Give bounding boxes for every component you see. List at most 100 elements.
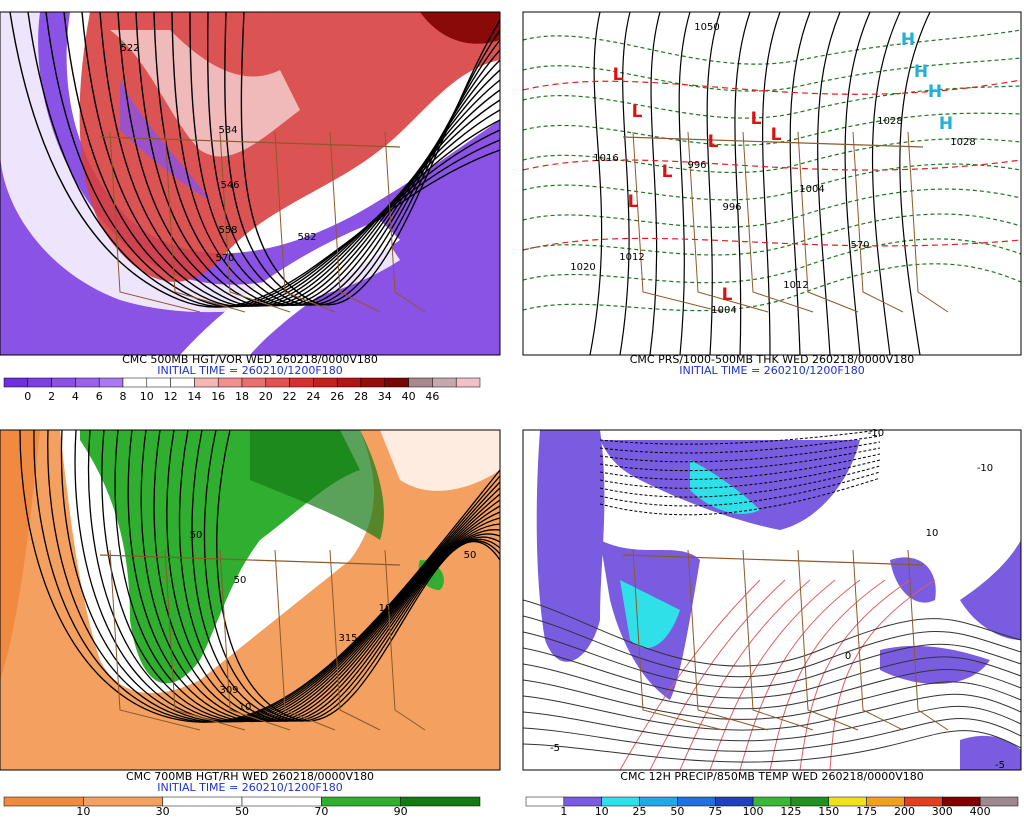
colorbar-swatch [525, 796, 565, 807]
map-title: CMC 12H PRECIP/850MB TEMP WED 260218/000… [620, 770, 923, 783]
contour [599, 453, 881, 480]
colorbar-swatch [217, 377, 243, 388]
border-line [852, 549, 904, 731]
contour [523, 237, 1021, 251]
colorbar-label: 26 [330, 390, 344, 403]
colorbar-label: 8 [120, 390, 127, 403]
contour [523, 705, 1021, 742]
low-marker: L [722, 285, 733, 305]
contour [817, 12, 841, 355]
map-frame [0, 429, 501, 771]
contour [171, 12, 500, 307]
border-line [329, 131, 381, 313]
contour [523, 79, 1021, 95]
contour [74, 430, 500, 723]
border-line [797, 549, 859, 731]
border-line [219, 131, 291, 313]
border-line [687, 131, 769, 313]
colorbar-label: 10 [76, 805, 90, 818]
colorbar-swatch [408, 377, 433, 388]
colorbar-swatch [336, 377, 362, 388]
contour-label: 570 [850, 240, 869, 251]
colorbar-swatch [289, 377, 314, 388]
low-marker: L [613, 65, 624, 85]
colorbar-label: 28 [354, 390, 368, 403]
contour-label: 10 [379, 603, 392, 614]
colorbar-label: 24 [306, 390, 320, 403]
border-line [384, 131, 426, 313]
contour [19, 430, 500, 723]
contour-label: 1020 [570, 262, 595, 273]
colorbar-label: 18 [235, 390, 249, 403]
contour [523, 718, 1021, 752]
colorbar-label: 25 [633, 805, 647, 818]
colorbar-swatch [455, 377, 481, 388]
colorbar-label: 20 [259, 390, 273, 403]
border-line [687, 549, 769, 731]
contour-label: 534 [218, 125, 237, 136]
contour-label: 50 [190, 530, 203, 541]
border-line [742, 549, 814, 731]
contour [599, 447, 881, 472]
border-line [907, 549, 949, 731]
contour [47, 430, 500, 723]
colorbar-label: 200 [894, 805, 915, 818]
map-frame [522, 429, 1022, 771]
contour-label: 1050 [694, 22, 719, 33]
contour [166, 430, 500, 722]
high-marker: H [914, 62, 928, 82]
border-line [329, 549, 381, 731]
contour-label: -5 [550, 743, 560, 754]
contour [523, 647, 1021, 699]
contour [678, 12, 691, 355]
colorbar-label: 14 [187, 390, 201, 403]
contour [240, 12, 500, 306]
contour-label: 1004 [799, 184, 824, 195]
contour [762, 12, 781, 355]
colorbar-swatch [194, 377, 219, 388]
map-500mb [0, 12, 500, 355]
contour [523, 679, 1021, 720]
border-line [622, 554, 924, 566]
contour [739, 579, 861, 770]
contour-label: 1012 [783, 280, 808, 291]
colorbar-label: 30 [156, 805, 170, 818]
map-title: CMC 700MB HGT/RH WED 260218/0000V180 [126, 770, 374, 783]
contour-label: 996 [722, 202, 741, 213]
contour-label: 0 [845, 651, 851, 662]
colorbar-swatch [122, 377, 148, 388]
contour [619, 579, 761, 770]
colorbar-label: 6 [96, 390, 103, 403]
colorbar-label: 46 [425, 390, 439, 403]
border-line [742, 131, 814, 313]
contour [178, 430, 500, 722]
contour [127, 430, 500, 723]
low-marker: L [632, 102, 643, 122]
colorbar-swatch [321, 796, 401, 807]
contour-label: 1028 [950, 137, 975, 148]
colorbar-swatch [400, 796, 481, 807]
contour [523, 263, 1021, 312]
colorbar-label: 300 [932, 805, 953, 818]
contour-label: 558 [218, 225, 237, 236]
high-marker: H [901, 30, 915, 50]
contour [60, 430, 500, 723]
colorbar-swatch [170, 377, 195, 388]
contour [87, 430, 500, 723]
colorbar-label: 0 [24, 390, 31, 403]
colorbar-swatch [98, 377, 124, 388]
contour [619, 12, 631, 355]
colorbar-label: 34 [378, 390, 392, 403]
map-precip [523, 430, 1021, 770]
colorbar-label: 125 [780, 805, 801, 818]
border-line [164, 131, 246, 313]
colorbar-swatch [384, 377, 409, 388]
initial-time: INITIAL TIME = 260210/1200F180 [157, 364, 342, 377]
contour [523, 730, 1021, 763]
colorbar-swatch [3, 377, 29, 388]
colorbar-swatch [83, 796, 163, 807]
contour-label: 582 [297, 232, 316, 243]
border-line [164, 549, 246, 731]
border-line [109, 131, 201, 313]
